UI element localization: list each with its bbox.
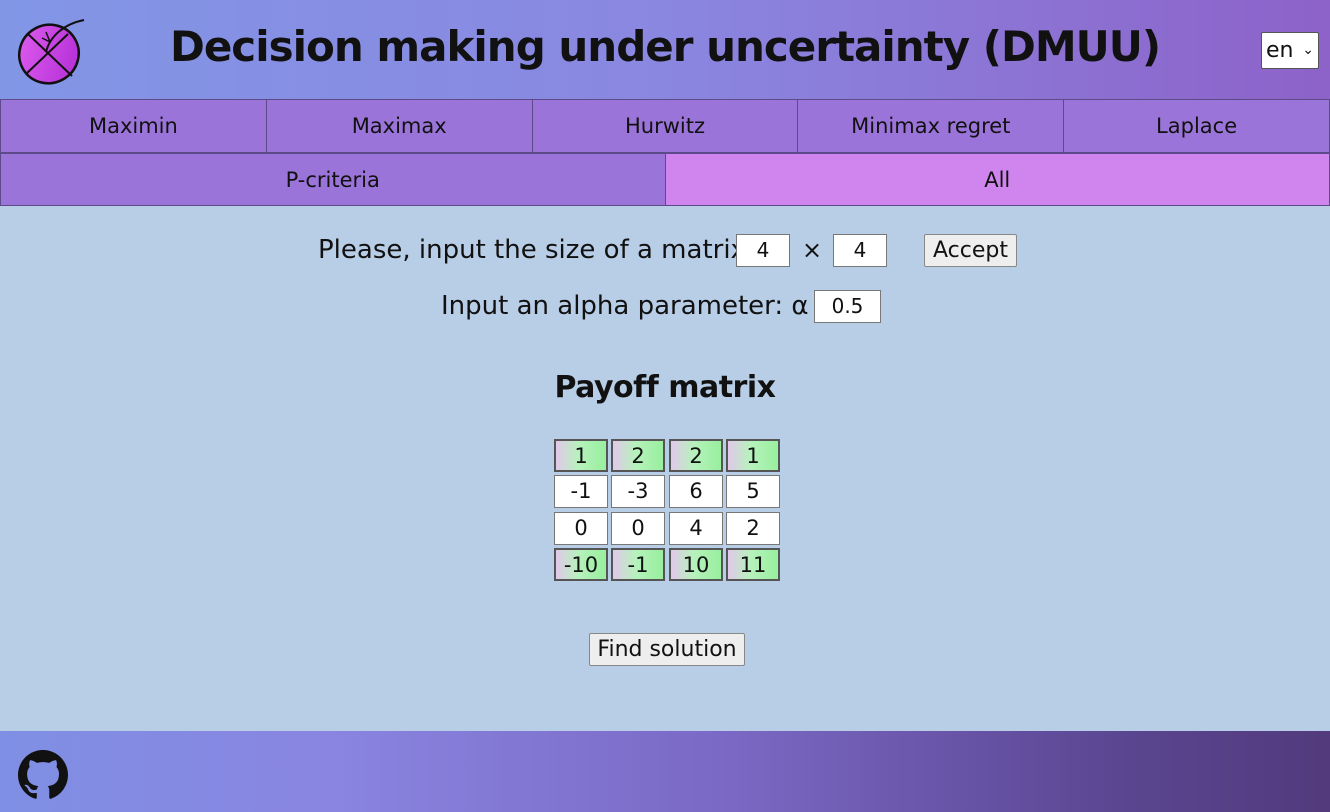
matrix-cell[interactable]: -3 (611, 475, 665, 508)
matrix-cell[interactable]: 5 (726, 475, 780, 508)
tab-minimax-regret[interactable]: Minimax regret (797, 99, 1065, 153)
matrix-cell[interactable]: -10 (554, 548, 608, 581)
matrix-cell[interactable]: 6 (669, 475, 723, 508)
criteria-tabs: Maximin Maximax Hurwitz Minimax regret L… (0, 99, 1330, 153)
tab-all[interactable]: All (664, 153, 1330, 206)
matrix-title: Payoff matrix (554, 370, 777, 405)
rows-input[interactable]: 4 (736, 234, 790, 267)
matrix-cell[interactable]: 0 (554, 512, 608, 545)
matrix-cell[interactable]: 2 (726, 512, 780, 545)
criteria-tabs-second-row: P-criteria All (0, 153, 1330, 206)
matrix-cell[interactable]: 1 (726, 439, 780, 472)
footer (0, 731, 1330, 812)
matrix-cell[interactable]: 0 (611, 512, 665, 545)
alpha-label: Input an alpha parameter: α = (441, 291, 839, 321)
tab-laplace[interactable]: Laplace (1063, 99, 1330, 153)
accept-button[interactable]: Accept (924, 234, 1017, 267)
matrix-cell[interactable]: 10 (669, 548, 723, 581)
matrix-cell[interactable]: -1 (554, 475, 608, 508)
language-select[interactable]: en ⌄ (1261, 32, 1319, 69)
matrix-cell[interactable]: 4 (669, 512, 723, 545)
page-title: Decision making under uncertainty (DMUU) (169, 22, 1161, 71)
matrix-cell[interactable]: 2 (669, 439, 723, 472)
matrix-cell[interactable]: 11 (726, 548, 780, 581)
cols-input[interactable]: 4 (833, 234, 887, 267)
header: Decision making under uncertainty (DMUU)… (0, 0, 1330, 100)
tab-hurwitz[interactable]: Hurwitz (531, 99, 799, 153)
language-value: en (1266, 38, 1294, 63)
tab-maximax[interactable]: Maximax (265, 99, 533, 153)
times-sign: × (802, 236, 823, 264)
tab-maximin[interactable]: Maximin (0, 99, 267, 153)
dmuu-logo-icon[interactable] (16, 16, 86, 86)
matrix-size-label: Please, input the size of a matrix: (318, 235, 755, 265)
find-solution-button[interactable]: Find solution (589, 633, 745, 666)
github-icon[interactable] (18, 750, 68, 800)
matrix-cell[interactable]: -1 (611, 548, 665, 581)
matrix-cell[interactable]: 2 (611, 439, 665, 472)
tab-p-criteria[interactable]: P-criteria (0, 153, 666, 206)
matrix-cell[interactable]: 1 (554, 439, 608, 472)
chevron-down-icon: ⌄ (1302, 42, 1314, 58)
alpha-input[interactable]: 0.5 (814, 290, 881, 323)
